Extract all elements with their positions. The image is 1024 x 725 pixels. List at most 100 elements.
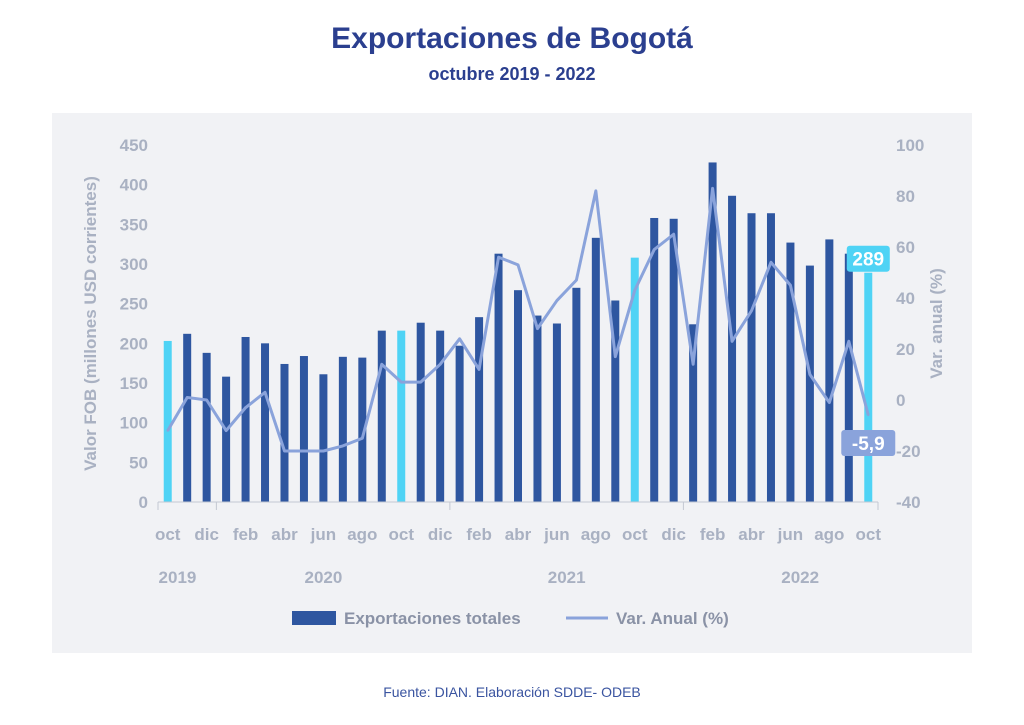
y-right-tick-label: 100	[896, 136, 924, 155]
line-var-anual-point	[536, 327, 539, 330]
bar-exportaciones	[416, 322, 425, 502]
line-var-anual-point	[263, 391, 267, 394]
bar-exportaciones	[844, 253, 853, 502]
bar-exportaciones	[825, 239, 834, 502]
x-month-tick-label: abr	[271, 525, 298, 544]
data-label-line: -5,9	[852, 434, 885, 455]
y-left-tick-label: 250	[120, 295, 148, 314]
line-var-anual-point	[847, 340, 851, 343]
line-var-anual-point	[789, 284, 792, 287]
bar-exportaciones	[669, 218, 678, 502]
legend-label-bar: Exportaciones totales	[344, 609, 521, 628]
x-month-tick-label: feb	[233, 525, 259, 544]
line-var-anual-point	[516, 263, 520, 267]
x-month-tick-label: abr	[505, 525, 532, 544]
x-month-tick-label: oct	[155, 525, 181, 544]
chart-title: Exportaciones de Bogotá	[331, 22, 693, 55]
line-var-anual-point	[224, 429, 228, 432]
line-var-anual-point	[828, 401, 831, 404]
y-right-axis-title: Var. anual (%)	[927, 268, 946, 379]
line-var-anual-point	[575, 278, 578, 282]
line-var-anual-point	[361, 437, 364, 440]
line-var-anual-point	[711, 187, 714, 190]
bar-exportaciones	[163, 340, 172, 502]
bar-exportaciones	[591, 237, 600, 502]
bar-exportaciones	[533, 315, 542, 502]
y-left-tick-label: 400	[120, 176, 148, 195]
data-label-bar-bg	[846, 245, 890, 272]
line-var-anual-point	[380, 363, 383, 366]
bar-exportaciones	[261, 343, 270, 502]
bar-exportaciones	[728, 195, 737, 503]
bar-exportaciones	[455, 345, 464, 502]
line-var-anual-point	[730, 340, 734, 343]
x-month-tick-label: dic	[661, 525, 686, 544]
data-label-line-bg	[841, 430, 896, 457]
bar-exportaciones	[747, 213, 756, 502]
x-month-tick-label: feb	[700, 525, 726, 544]
x-month-tick-label: jun	[777, 525, 804, 544]
x-month-tick-label: dic	[428, 525, 453, 544]
bar-exportaciones	[183, 333, 192, 502]
bar-exportaciones	[397, 330, 406, 502]
line-var-anual-point	[594, 189, 598, 193]
line-var-anual-point	[185, 396, 189, 399]
line-var-anual-point	[750, 309, 753, 312]
line-var-anual-point	[400, 380, 403, 384]
line-var-anual-point	[555, 299, 559, 302]
line-var-anual-point	[419, 380, 422, 384]
line-var-anual-point	[283, 449, 286, 453]
x-year-label: 2020	[304, 568, 342, 587]
x-month-tick-label: dic	[194, 525, 219, 544]
data-label-bar: 289	[852, 250, 884, 271]
y-left-tick-label: 200	[120, 334, 148, 353]
bar-exportaciones	[377, 330, 386, 502]
x-month-tick-label: feb	[466, 525, 492, 544]
y-right-tick-label: -40	[896, 493, 921, 512]
line-var-anual-point	[477, 368, 481, 371]
bar-exportaciones	[514, 290, 522, 502]
y-left-tick-label: 350	[120, 215, 148, 234]
source-note: Fuente: DIAN. Elaboración SDDE- ODEB	[383, 684, 641, 700]
bar-exportaciones	[436, 330, 445, 502]
line-var-anual-point	[691, 363, 695, 366]
line-var-anual-point	[497, 256, 500, 259]
x-year-label: 2022	[781, 568, 819, 587]
line-var-anual-point	[653, 248, 656, 251]
line-var-anual-point	[672, 233, 675, 236]
y-right-tick-label: 0	[896, 391, 905, 410]
line-var-anual-point	[166, 429, 169, 432]
bar-exportaciones	[689, 324, 698, 502]
x-month-tick-label: ago	[581, 525, 611, 544]
chart-svg: 0 50 100 150 200 250 300 350 400 450 -40 -20 0 20 40 60…	[81, 136, 946, 628]
y-right-tick-label: 60	[896, 238, 915, 257]
y-left-tick-label: 450	[120, 136, 148, 155]
bar-exportaciones	[630, 257, 639, 502]
bar-exportaciones	[241, 336, 250, 502]
y-left-tick-label: 50	[129, 453, 148, 472]
line-var-anual-point	[322, 449, 325, 453]
bar-exportaciones	[864, 272, 873, 502]
bar-exportaciones	[611, 300, 620, 502]
x-month-tick-label: abr	[738, 525, 765, 544]
bar-exportaciones	[708, 162, 717, 502]
bar-exportaciones	[202, 352, 211, 502]
x-month-tick-label: oct	[856, 525, 882, 544]
line-var-anual-point	[341, 444, 345, 448]
line-var-anual-point	[769, 261, 773, 264]
line-var-anual-point	[302, 449, 306, 453]
line-var-anual-point	[244, 406, 247, 409]
bar-exportaciones	[358, 357, 367, 502]
chart-subtitle: octubre 2019 - 2022	[428, 64, 596, 84]
bar-exportaciones	[299, 356, 308, 502]
y-right-tick-label: 80	[896, 187, 915, 206]
bar-exportaciones	[494, 253, 503, 502]
x-month-tick-label: jun	[543, 525, 570, 544]
x-month-tick-label: ago	[814, 525, 844, 544]
legend-label-line: Var. Anual (%)	[616, 609, 729, 628]
y-left-tick-label: 0	[139, 493, 148, 512]
y-right-tick-label: 20	[896, 340, 915, 359]
line-var-anual-point	[867, 413, 870, 417]
bar-exportaciones	[475, 317, 484, 502]
